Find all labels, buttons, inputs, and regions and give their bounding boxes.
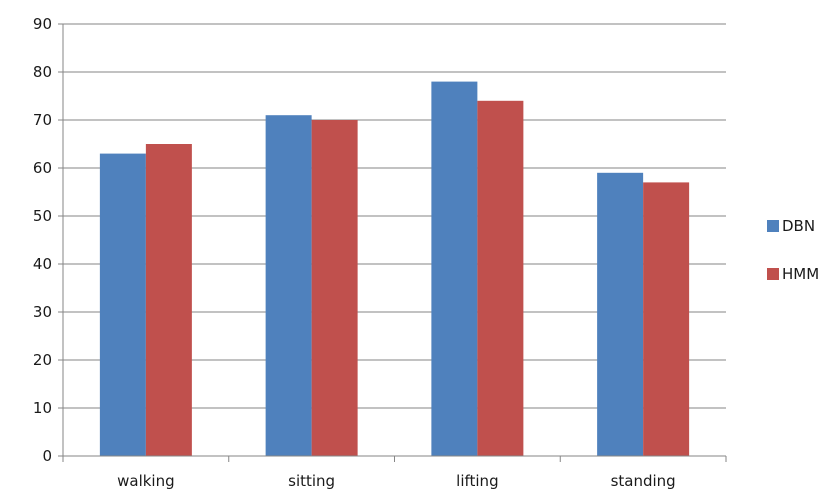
legend-swatch-hmm bbox=[767, 268, 779, 280]
y-tick-label: 30 bbox=[33, 303, 52, 321]
bar-dbn-sitting bbox=[265, 115, 312, 456]
legend-label-hmm: HMM bbox=[782, 265, 819, 283]
legend-swatch-dbn bbox=[767, 220, 779, 232]
y-tick-label: 20 bbox=[33, 351, 52, 369]
legend: DBN HMM bbox=[767, 217, 819, 283]
x-tick-label: walking bbox=[117, 472, 175, 490]
x-tick-label: standing bbox=[611, 472, 676, 490]
y-tick-label: 60 bbox=[33, 159, 52, 177]
y-tick-label: 10 bbox=[33, 399, 52, 417]
legend-label-dbn: DBN bbox=[782, 217, 815, 235]
bar-hmm-walking bbox=[145, 144, 192, 456]
bar-dbn-walking bbox=[99, 153, 146, 456]
bar-hmm-standing bbox=[643, 182, 690, 456]
bar-hmm-sitting bbox=[311, 120, 358, 456]
x-axis-ticks: walking sitting lifting standing bbox=[62, 456, 727, 490]
y-tick-label: 80 bbox=[33, 63, 52, 81]
y-tick-label: 0 bbox=[42, 447, 52, 465]
x-tick-label: sitting bbox=[288, 472, 335, 490]
y-tick-label: 40 bbox=[33, 255, 52, 273]
y-tick-label: 50 bbox=[33, 207, 52, 225]
x-tick-label: lifting bbox=[456, 472, 498, 490]
bar-dbn-lifting bbox=[431, 81, 478, 456]
y-axis-ticks: 0 10 20 30 40 50 60 70 80 90 bbox=[33, 15, 63, 465]
bar-hmm-lifting bbox=[477, 100, 524, 457]
bar-dbn-standing bbox=[597, 172, 644, 457]
y-tick-label: 90 bbox=[33, 15, 52, 33]
bars bbox=[99, 81, 690, 457]
y-tick-label: 70 bbox=[33, 111, 52, 129]
